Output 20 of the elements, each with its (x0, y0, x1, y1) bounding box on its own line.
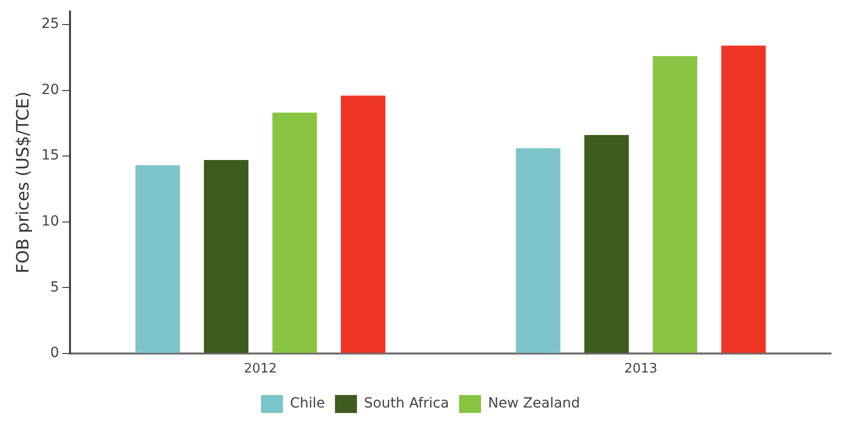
y-tick-label: 5 (50, 279, 60, 296)
legend-label: New Zealand (488, 396, 580, 412)
y-tick-label: 25 (41, 16, 60, 32)
y-tick-label: 10 (41, 214, 60, 230)
x-tick-label: 2013 (624, 362, 658, 377)
bar (340, 96, 386, 353)
bar (584, 135, 629, 353)
y-tick-label: 15 (41, 148, 60, 164)
y-axis-title: FOB prices (US$/TCE) (14, 91, 34, 274)
legend-label: South Africa (364, 396, 450, 412)
bar (721, 46, 766, 353)
bar (272, 112, 317, 353)
bar (135, 165, 180, 353)
y-tick-label: 20 (41, 82, 60, 98)
x-tick-label: 2012 (244, 362, 277, 377)
legend-label: Chile (290, 396, 325, 412)
bar (204, 160, 248, 353)
bar (652, 56, 698, 353)
bar (516, 148, 560, 353)
y-tick-label: 0 (50, 345, 60, 362)
